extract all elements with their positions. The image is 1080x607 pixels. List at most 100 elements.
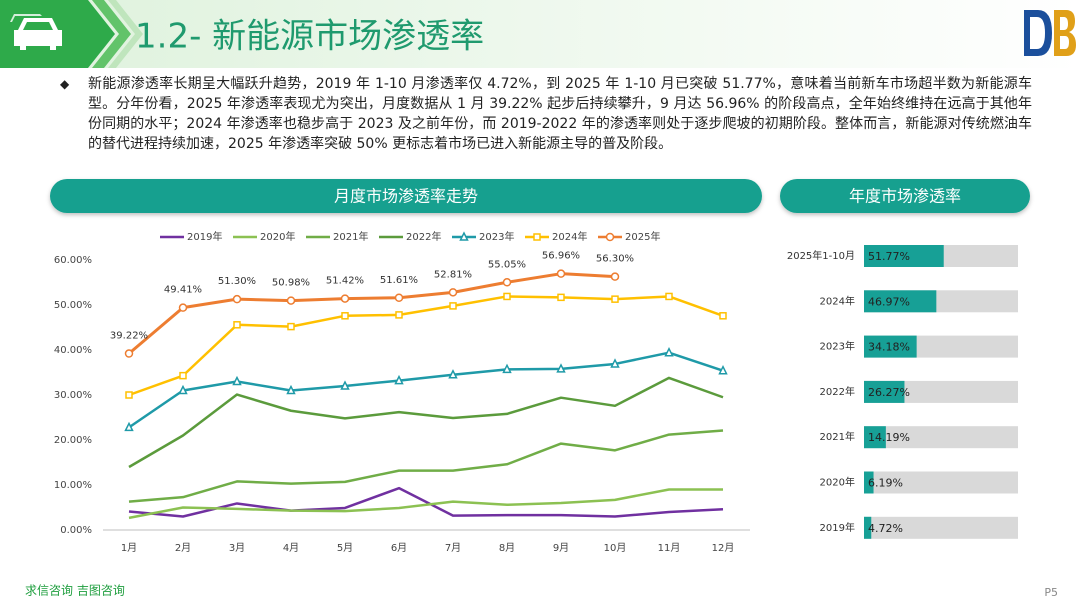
bar-track (864, 426, 1018, 449)
marker (286, 384, 296, 395)
x-tick-label: 8月 (499, 542, 515, 554)
bar-track (864, 516, 1018, 539)
bar (864, 380, 905, 403)
marker (394, 374, 404, 385)
section-title: 年度市场渗透率 (849, 187, 961, 206)
series-line (128, 272, 616, 355)
car-icon (10, 14, 62, 50)
series-line (128, 376, 724, 469)
data-label: 26.27% (868, 386, 910, 399)
data-label: 51.77% (868, 250, 910, 263)
y-tick-label: 50.00% (54, 300, 92, 311)
y-tick-label: 60.00% (54, 255, 92, 266)
series-line (128, 429, 724, 503)
marker (341, 312, 349, 320)
marker (610, 358, 620, 368)
summary: 新能源渗透率长期呈大幅跃升趋势，2019 年 1-10 月渗透率仅 4.72%，… (88, 76, 1032, 152)
category-label: 2022年 (820, 385, 855, 398)
bar (864, 516, 872, 539)
marker (232, 375, 242, 386)
legend-label: 2019年 (187, 230, 222, 243)
data-label: 51.30% (218, 276, 256, 287)
legend-label: 2024年 (552, 230, 587, 243)
marker (287, 322, 295, 331)
bar (864, 245, 944, 267)
page-number: P5 (1044, 586, 1058, 599)
section-header (780, 179, 1030, 213)
marker (502, 363, 512, 374)
y-tick-label: 10.00% (54, 480, 92, 491)
marker (557, 293, 565, 302)
legend-label: 2021年 (333, 230, 368, 243)
bar (864, 290, 937, 313)
bar (864, 335, 917, 358)
legend-label: 2022年 (406, 230, 441, 243)
x-tick-label: 4月 (283, 542, 299, 554)
marker (611, 295, 619, 303)
marker (556, 269, 566, 278)
marker (124, 421, 134, 432)
series-line (128, 351, 724, 429)
header-chevron (92, 0, 131, 68)
marker (718, 365, 728, 375)
marker (502, 278, 512, 287)
marker (178, 384, 188, 395)
marker (664, 347, 674, 357)
x-tick-label: 5月 (337, 542, 353, 554)
data-label: 51.42% (326, 276, 364, 287)
x-tick-label: 9月 (553, 542, 569, 554)
legend-label: 2020年 (260, 230, 295, 243)
marker (232, 294, 242, 304)
marker (286, 296, 296, 305)
y-tick-label: 0.00% (60, 525, 92, 536)
x-tick-label: 6月 (391, 542, 407, 554)
marker (665, 292, 673, 301)
data-label: 14.19% (868, 431, 910, 444)
marker (178, 303, 188, 312)
x-tick-label: 11月 (658, 542, 681, 554)
logo (1024, 10, 1076, 56)
marker (179, 371, 187, 380)
header-chevron (108, 0, 143, 68)
data-label: 39.22% (110, 331, 148, 342)
series-line (128, 295, 724, 397)
data-label: 56.96% (542, 251, 580, 262)
series-line (128, 486, 724, 518)
marker (605, 232, 615, 242)
marker (556, 363, 566, 373)
data-label: 52.81% (434, 269, 472, 280)
category-label: 2023年 (820, 340, 855, 353)
header-band (0, 0, 1080, 68)
y-tick-label: 40.00% (54, 345, 92, 356)
x-tick-label: 3月 (229, 542, 245, 554)
slide-title: 1.2- 新能源市场渗透率 (135, 17, 484, 57)
marker (340, 294, 350, 303)
marker (448, 288, 458, 297)
x-tick-label: 2月 (175, 542, 191, 554)
category-label: 2025年1-10月 (787, 249, 855, 262)
marker (395, 311, 403, 319)
x-tick-label: 10月 (604, 542, 627, 554)
legend-label: 2025年 (625, 230, 660, 243)
marker (125, 391, 133, 399)
section-header (50, 179, 762, 213)
marker (233, 321, 241, 329)
marker (610, 272, 620, 281)
data-label: 56.30% (596, 254, 634, 265)
data-label: 55.05% (488, 259, 526, 270)
marker (340, 380, 350, 390)
data-label: 51.61% (380, 275, 418, 286)
section-title: 月度市场渗透率走势 (334, 187, 478, 206)
data-label: 49.41% (164, 285, 202, 296)
bullet: ◆ (60, 77, 70, 91)
data-label: 6.19% (868, 477, 903, 490)
data-label: 50.98% (272, 278, 310, 289)
bar (864, 426, 886, 449)
marker (449, 302, 457, 310)
x-tick-label: 1月 (121, 542, 137, 554)
marker (394, 293, 404, 303)
category-label: 2024年 (820, 294, 855, 307)
y-tick-label: 20.00% (54, 435, 92, 446)
